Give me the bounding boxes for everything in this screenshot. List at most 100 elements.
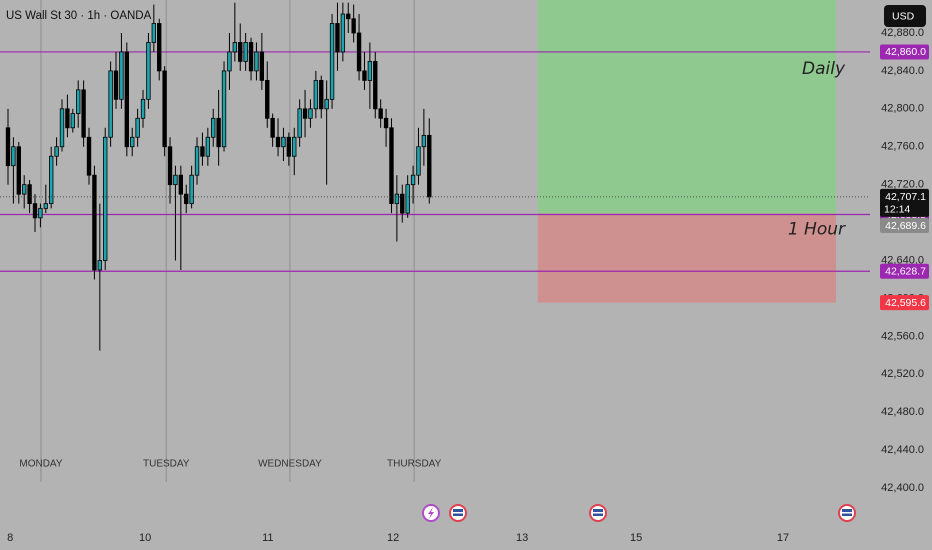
y-tick-label: 42,760.0 bbox=[881, 141, 924, 153]
candle-body bbox=[162, 70, 167, 148]
candle-body bbox=[329, 23, 335, 100]
candle-body bbox=[297, 108, 302, 138]
loss-zone bbox=[537, 213, 836, 303]
y-tick-label: 42,440.0 bbox=[881, 444, 924, 456]
candle-body bbox=[238, 42, 243, 62]
candle-body bbox=[405, 184, 410, 214]
candle-body bbox=[157, 23, 162, 72]
candle-body bbox=[49, 155, 54, 205]
y-tick-label: 42,720.0 bbox=[881, 179, 924, 191]
candle-body bbox=[11, 146, 16, 167]
candle-body bbox=[400, 193, 405, 214]
level-price-label: 42,628.7 bbox=[885, 266, 926, 278]
candle-body bbox=[119, 51, 124, 100]
candle-body bbox=[254, 51, 259, 72]
candle-body bbox=[16, 146, 21, 195]
candle-body bbox=[184, 193, 189, 205]
candle-body bbox=[65, 108, 70, 129]
last-price-label: 42,707.1 bbox=[885, 191, 926, 203]
event-icon[interactable] bbox=[422, 504, 440, 522]
candle-body bbox=[76, 89, 81, 114]
day-label: THURSDAY bbox=[387, 459, 442, 470]
candle-body bbox=[265, 79, 270, 119]
candle-body bbox=[362, 70, 367, 81]
candle-body bbox=[389, 127, 394, 205]
candle-body bbox=[335, 23, 340, 53]
candle-body bbox=[394, 193, 400, 205]
y-tick-label: 42,840.0 bbox=[881, 65, 924, 77]
y-tick-label: 42,880.0 bbox=[881, 27, 924, 39]
candle-body bbox=[81, 89, 86, 138]
candle-body bbox=[270, 117, 275, 138]
candle-body bbox=[135, 117, 140, 138]
x-tick-label: 10 bbox=[139, 532, 151, 544]
candle-body bbox=[340, 13, 346, 53]
event-flag-icon[interactable] bbox=[838, 504, 856, 522]
candle-body bbox=[140, 98, 146, 119]
candle-body bbox=[378, 108, 383, 119]
candle-body bbox=[421, 134, 427, 148]
candle-body bbox=[178, 174, 184, 195]
candle-body bbox=[151, 23, 157, 43]
event-flag-icon[interactable] bbox=[589, 504, 607, 522]
candle-body bbox=[173, 174, 178, 186]
level-price-box bbox=[880, 44, 929, 60]
main-layer bbox=[0, 2, 870, 351]
event-flag-icon[interactable] bbox=[449, 504, 467, 522]
level-price-box bbox=[880, 263, 929, 279]
candle-body bbox=[410, 174, 416, 186]
candle-body bbox=[27, 184, 32, 205]
candle-body bbox=[243, 42, 248, 62]
candle-body bbox=[346, 13, 351, 20]
y-tick-label: 42,800.0 bbox=[881, 103, 924, 115]
candle-body bbox=[97, 260, 102, 271]
day-label: MONDAY bbox=[19, 459, 62, 470]
candle-body bbox=[319, 79, 324, 110]
candle-body bbox=[38, 207, 43, 219]
currency-button[interactable] bbox=[884, 5, 926, 27]
last-price-box bbox=[880, 188, 929, 217]
candle-body bbox=[70, 113, 75, 129]
y-tick-label: 42,400.0 bbox=[881, 482, 924, 494]
candle-body bbox=[373, 61, 378, 110]
candle-body bbox=[189, 174, 194, 205]
y-tick-label: 42,560.0 bbox=[881, 330, 924, 342]
back-layer bbox=[40, 0, 836, 482]
candle-body bbox=[227, 51, 232, 72]
candle-body bbox=[146, 42, 151, 100]
x-tick-label: 12 bbox=[387, 532, 399, 544]
day-label: WEDNESDAY bbox=[258, 459, 322, 470]
candle-body bbox=[216, 117, 221, 148]
candle-body bbox=[205, 136, 211, 157]
x-tick-label: 11 bbox=[262, 532, 273, 544]
candle-body bbox=[427, 134, 432, 198]
candle-body bbox=[383, 117, 389, 129]
entry-price-label: 42,689.6 bbox=[885, 220, 926, 232]
candle-body bbox=[194, 146, 200, 176]
stop-price-label: 42,595.6 bbox=[885, 297, 926, 309]
candle-body bbox=[232, 42, 238, 53]
candle-body bbox=[221, 70, 227, 148]
x-tick-label: 8 bbox=[7, 532, 13, 544]
candle-body bbox=[275, 136, 281, 148]
candle-body bbox=[292, 136, 297, 157]
candle-body bbox=[59, 108, 65, 148]
front-layer: 42,400.0 42,440.0 42,480.0 42,520.0 42,560.0… bbox=[7, 27, 929, 544]
candle-body bbox=[200, 146, 205, 157]
candle-body bbox=[313, 79, 319, 110]
level-price-label: 42,860.0 bbox=[885, 46, 926, 58]
currency-label[interactable]: USD bbox=[892, 10, 915, 22]
x-tick-label: 15 bbox=[630, 532, 642, 544]
candle-body bbox=[103, 136, 108, 261]
candle-body bbox=[356, 32, 362, 72]
candle-body bbox=[86, 136, 92, 176]
candle-body bbox=[351, 18, 356, 34]
candle-body bbox=[130, 136, 135, 148]
x-tick-label: 13 bbox=[516, 532, 528, 544]
x-tick-label: 17 bbox=[777, 532, 789, 544]
stop-price-box bbox=[880, 295, 929, 311]
candle-body bbox=[281, 136, 286, 148]
day-label: TUESDAY bbox=[143, 459, 190, 470]
